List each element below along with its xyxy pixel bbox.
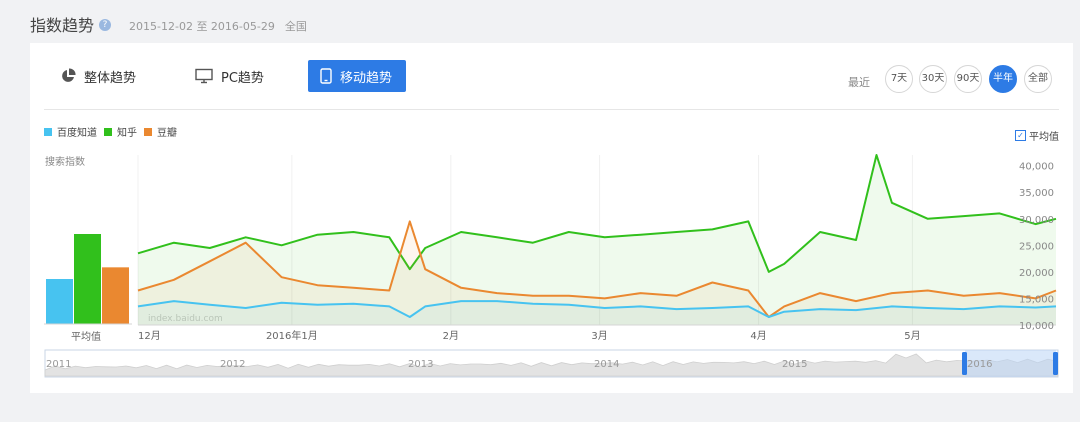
period-90-days-button[interactable]: 90天 — [954, 65, 982, 93]
period-7-days-button[interactable]: 7天 — [885, 65, 913, 93]
checkbox-checked-icon[interactable]: ✓ — [1015, 130, 1026, 141]
date-range: 2015-12-02 至 2016-05-29 — [129, 19, 275, 33]
y-tick-label: 15,000 — [1019, 294, 1054, 305]
timeline-year-label: 2014 — [594, 359, 619, 370]
timeline-year-label: 2012 — [220, 359, 245, 370]
timeline-sparkline — [44, 353, 1059, 377]
timeline-selection — [965, 350, 1056, 377]
tablet-icon — [320, 68, 332, 84]
timeline-right-handle[interactable] — [1053, 352, 1058, 375]
tab-label: 整体趋势 — [84, 70, 137, 86]
tab-mobile-trend[interactable]: 移动趋势 — [308, 60, 407, 92]
series-area — [138, 301, 1056, 325]
divider — [44, 109, 1059, 110]
average-toggle-label: 平均值 — [1029, 132, 1059, 143]
average-bar — [74, 234, 101, 324]
x-tick-label: 3月 — [591, 330, 607, 342]
x-tick-label: 2016年1月 — [266, 329, 318, 342]
header: 指数趋势 ? 2015-12-02 至 2016-05-29 全国 — [30, 12, 307, 36]
period-half-year-button[interactable]: 半年 — [989, 65, 1017, 93]
trend-panel: 整体趋势 PC趋势 移动趋势 最近 7天 30天 90天 半年 全部 百度知道 — [30, 43, 1073, 393]
chart-legend: 百度知道 知乎 豆瓣 — [44, 124, 184, 139]
y-tick-label: 25,000 — [1019, 241, 1054, 252]
x-tick-label: 12月 — [138, 330, 161, 342]
monitor-icon — [195, 68, 213, 84]
average-bar — [46, 279, 73, 324]
legend-swatch — [44, 127, 52, 136]
y-tick-label: 35,000 — [1019, 188, 1054, 199]
period-30-days-button[interactable]: 30天 — [919, 65, 947, 93]
average-axis-label: 平均值 — [71, 330, 101, 343]
legend-item-zhihu[interactable]: 知乎 — [104, 124, 137, 139]
timeline-year-label: 2016 — [967, 359, 992, 370]
y-tick-label: 30,000 — [1019, 215, 1054, 226]
timeline-left-handle[interactable] — [962, 352, 967, 375]
tab-pc-trend[interactable]: PC趋势 — [195, 60, 264, 92]
legend-label: 百度知道 — [57, 128, 97, 139]
legend-swatch — [144, 127, 152, 136]
timeline-year-label: 2015 — [782, 359, 807, 370]
timeline-year-label: 2013 — [408, 359, 433, 370]
x-tick-label: 4月 — [750, 330, 766, 342]
legend-item-douban[interactable]: 豆瓣 — [144, 124, 177, 139]
series-area — [138, 155, 1056, 325]
region-label: 全国 — [284, 19, 307, 33]
pie-chart-icon — [60, 68, 76, 84]
page-title: 指数趋势 — [30, 16, 95, 35]
y-tick-label: 10,000 — [1019, 321, 1054, 332]
tab-overall-trend[interactable]: 整体趋势 — [60, 60, 136, 92]
series-line — [137, 300, 1057, 318]
legend-label: 知乎 — [117, 128, 137, 139]
average-bar — [102, 267, 129, 324]
watermark-text: index.baidu.com — [148, 314, 223, 324]
x-tick-label: 2月 — [443, 330, 459, 342]
x-tick-label: 5月 — [904, 330, 920, 342]
average-toggle[interactable]: ✓ 平均值 — [1015, 128, 1059, 143]
period-label: 最近 — [848, 76, 870, 89]
legend-item-baidu-zhidao[interactable]: 百度知道 — [44, 124, 97, 139]
y-tick-label: 40,000 — [1019, 162, 1054, 173]
series-line — [137, 154, 1057, 273]
y-tick-label: 20,000 — [1019, 268, 1054, 279]
series-area — [138, 221, 1056, 325]
series-line — [137, 220, 1057, 318]
legend-label: 豆瓣 — [157, 128, 177, 139]
period-all-button[interactable]: 全部 — [1024, 65, 1052, 93]
help-icon[interactable]: ? — [99, 19, 112, 31]
tab-label: 移动趋势 — [340, 70, 393, 86]
timeline-year-label: 2011 — [46, 359, 71, 370]
tab-label: PC趋势 — [221, 70, 264, 86]
y-axis-title: 搜索指数 — [45, 157, 85, 168]
legend-swatch — [104, 127, 112, 136]
